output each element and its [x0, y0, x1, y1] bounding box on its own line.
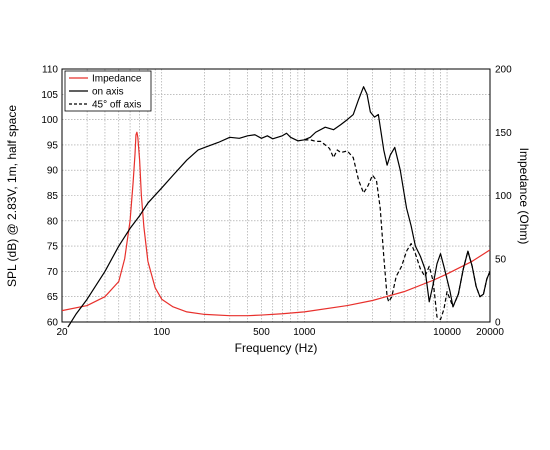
legend-label-impedance: Impedance [92, 74, 142, 85]
y-tick-label: 80 [47, 216, 59, 227]
y2-axis-title: Impedance (Ohm) [517, 148, 531, 245]
x-tick-label: 20 [56, 327, 68, 338]
y2-tick-label: 0 [495, 318, 501, 329]
y-tick-label: 85 [47, 191, 59, 202]
y-tick-label: 65 [47, 292, 59, 303]
x-axis-title: Frequency (Hz) [235, 341, 318, 355]
series-line-0 [61, 131, 491, 317]
y-tick-label: 90 [47, 166, 59, 177]
x-tick-label: 500 [253, 327, 270, 338]
y2-tick-label: 50 [495, 254, 507, 265]
y-tick-label: 70 [47, 267, 59, 278]
y-tick-label: 60 [47, 318, 59, 329]
plot-frame [61, 68, 491, 323]
x-tick-label: 10000 [433, 327, 461, 338]
y-axis-title: SPL (dB) @ 2.83V, 1m, half space [5, 105, 19, 287]
tick-labels: 20 100 500 1000 10000 20000606570758085909510… [41, 65, 512, 339]
y-tick-label: 105 [41, 90, 58, 101]
x-tick-label: 100 [153, 327, 170, 338]
legend-label-off-axis: 45° off axis [92, 100, 141, 111]
y-tick-label: 110 [42, 65, 58, 76]
y-tick-label: 75 [47, 242, 59, 253]
legend: Impedance on axis 45° off axis [64, 70, 152, 112]
x-tick-label: 20000 [476, 327, 504, 338]
legend-label-on-axis: on axis [92, 87, 124, 98]
series-line-1 [67, 86, 491, 328]
x-tick-label: 1000 [293, 327, 316, 338]
y-tick-label: 100 [41, 115, 58, 126]
y-tick-label: 95 [47, 140, 59, 151]
series-line-2 [304, 139, 491, 321]
y2-tick-label: 200 [495, 65, 512, 76]
y2-tick-label: 150 [495, 128, 512, 139]
y2-tick-label: 100 [495, 191, 512, 202]
series-layer [61, 86, 491, 328]
